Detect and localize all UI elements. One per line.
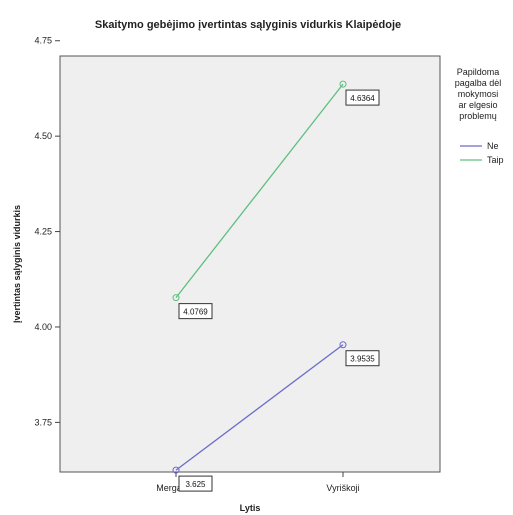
data-label-box <box>345 350 380 367</box>
chart-title: Skaitymo gebėjimo įvertintas sąlyginis v… <box>95 19 401 31</box>
x-tick-label: Mergaitės <box>156 483 196 493</box>
data-point <box>339 80 347 88</box>
data-label-box <box>178 303 213 320</box>
y-tick-label: 4.25 <box>34 227 52 237</box>
legend-entry-ne: Ne <box>487 141 499 151</box>
x-tick-label: Vyriškoji <box>326 483 359 493</box>
data-point <box>339 341 347 349</box>
x-axis-label: Lytis <box>240 503 261 513</box>
y-tick-label: 4.50 <box>34 131 52 141</box>
data-label: 3.625 <box>185 480 206 489</box>
data-label: 4.6364 <box>350 94 375 103</box>
series-line-ne <box>175 344 344 471</box>
y-tick-label: 4.75 <box>34 36 52 46</box>
y-axis-label: Įvertintas sąlyginis vidurkis <box>12 205 22 323</box>
data-label: 4.0769 <box>183 308 208 317</box>
series-line-taip <box>175 83 344 299</box>
plot-area <box>59 55 441 473</box>
legend-entry-taip: Taip <box>487 155 504 165</box>
data-point <box>172 466 180 474</box>
data-label-box <box>178 475 213 492</box>
y-tick-label: 3.75 <box>34 417 52 427</box>
data-label-box <box>345 89 380 106</box>
legend-title: Papildoma pagalba dėl mokymosi ar elgesio pr… <box>455 67 502 121</box>
y-tick-label: 4.00 <box>34 322 52 332</box>
data-label: 3.9535 <box>350 355 375 364</box>
data-point <box>172 294 180 302</box>
